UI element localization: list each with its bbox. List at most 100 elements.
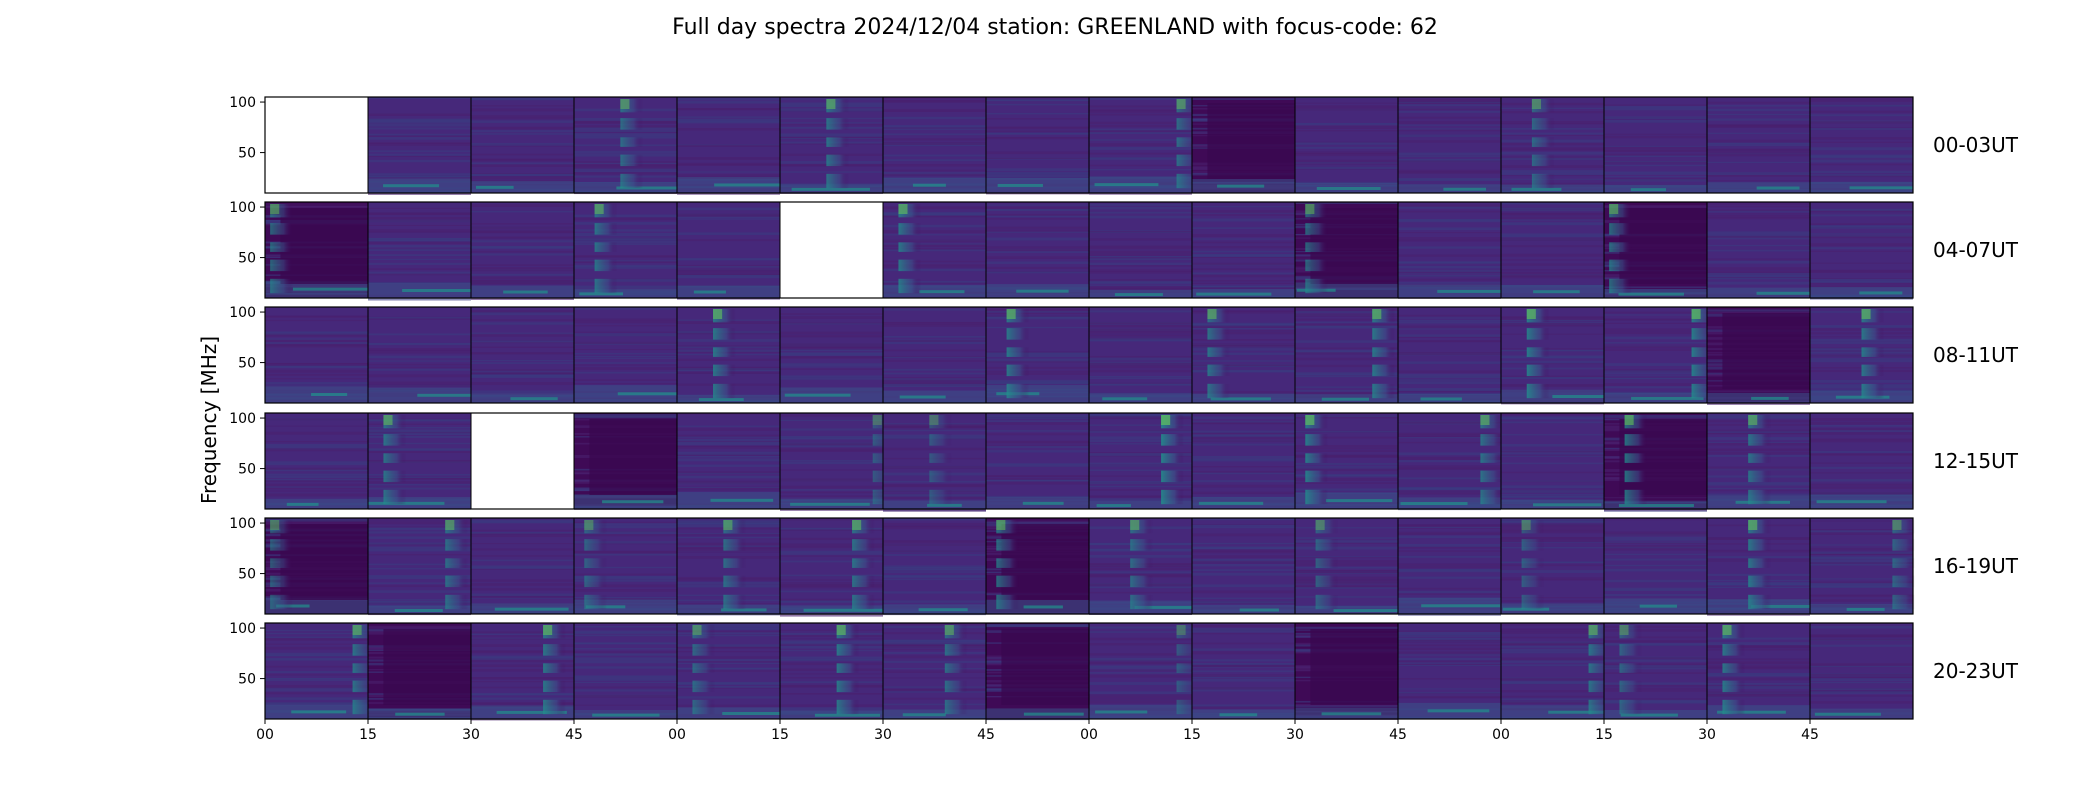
burst-segment — [826, 173, 850, 189]
burst-segment — [1624, 434, 1648, 446]
noise-line — [1707, 658, 1810, 661]
noise-line — [1501, 664, 1604, 667]
noise-line — [1501, 434, 1604, 436]
noise-line — [1192, 436, 1295, 440]
noise-line — [1604, 372, 1707, 374]
noise-line — [677, 122, 780, 124]
noise-line — [471, 127, 574, 130]
burst-segment — [445, 558, 468, 568]
noise-line — [1604, 640, 1707, 643]
noise-line — [1398, 663, 1501, 666]
noise-line — [1295, 347, 1398, 350]
noise-line — [1604, 336, 1707, 340]
burst-segment — [584, 594, 607, 610]
noise-line — [1295, 181, 1398, 185]
noise-line — [1604, 119, 1707, 123]
panel-20-23UT-15 — [1809, 622, 1914, 720]
noise-line — [883, 632, 986, 635]
noise-line — [574, 172, 677, 175]
burst-segment — [1161, 470, 1184, 483]
noise-line — [677, 436, 780, 438]
noise-line — [1604, 205, 1707, 208]
noise-line — [1192, 670, 1295, 673]
noise-line — [677, 626, 780, 630]
noise-line — [471, 382, 574, 386]
noise-line — [1810, 285, 1913, 288]
noise-line — [265, 332, 368, 335]
noise-line — [1192, 325, 1295, 328]
noise-line — [883, 239, 986, 243]
noise-line — [986, 463, 1089, 465]
noise-line — [986, 117, 1089, 120]
noise-line — [1810, 110, 1913, 113]
noise-line — [1295, 146, 1398, 149]
noise-line — [574, 371, 677, 374]
burst-segment — [584, 539, 607, 551]
noise-line — [883, 670, 986, 673]
noise-line — [1604, 179, 1707, 182]
panel-20-23UT-1 — [367, 622, 472, 720]
noise-line — [883, 243, 986, 245]
noise-line — [1604, 318, 1707, 321]
noise-line — [574, 278, 677, 282]
burst-peak — [1526, 309, 1536, 319]
noise-line — [265, 473, 368, 476]
noise-line — [1604, 133, 1707, 135]
noise-line — [1192, 279, 1295, 282]
panel-12-15UT-8 — [1088, 412, 1193, 510]
noise-line — [883, 525, 986, 528]
noise-line — [1501, 677, 1604, 681]
noise-line — [1089, 255, 1192, 258]
noise-line — [1501, 493, 1604, 495]
panel-background — [368, 307, 471, 403]
noise-line — [986, 463, 1089, 467]
noise-line — [574, 634, 677, 637]
noise-line — [677, 207, 780, 211]
low-freq-line — [1198, 501, 1264, 505]
noise-line — [1501, 628, 1604, 630]
noise-line — [1295, 372, 1398, 376]
burst — [445, 519, 468, 610]
noise-line — [780, 632, 883, 636]
noise-line — [780, 574, 883, 577]
burst-segment — [594, 278, 618, 294]
burst-segment — [1207, 364, 1231, 377]
low-freq-line — [899, 395, 946, 399]
noise-line — [1810, 247, 1913, 250]
noise-line — [677, 458, 780, 462]
noise-line — [986, 206, 1089, 210]
noise-line — [780, 363, 883, 367]
noise-line — [1089, 355, 1192, 359]
noise-line — [368, 224, 471, 227]
noise-line — [1707, 482, 1810, 485]
low-freq-line — [1717, 710, 1786, 714]
noise-line — [780, 377, 883, 380]
noise-line — [1707, 217, 1810, 220]
panel-background — [1398, 97, 1501, 193]
panel-background — [471, 307, 574, 403]
noise-line — [1810, 99, 1913, 102]
burst-segment — [1609, 242, 1632, 252]
noise-line — [1604, 417, 1707, 420]
noise-line — [265, 382, 368, 385]
noise-line — [1501, 237, 1604, 241]
noise-line — [1707, 270, 1810, 273]
noise-line — [1501, 413, 1604, 416]
noise-line — [1501, 450, 1604, 453]
missing-panel — [264, 96, 369, 194]
burst-segment — [944, 680, 968, 693]
noise-line — [677, 164, 780, 166]
low-freq-line — [311, 392, 348, 396]
burst-segment — [826, 137, 850, 147]
noise-line — [1707, 662, 1810, 665]
burst-segment — [1619, 680, 1643, 693]
noise-line — [574, 255, 677, 258]
noise-line — [265, 365, 368, 369]
noise-line — [1810, 431, 1913, 435]
noise-line — [780, 546, 883, 549]
noise-line — [1192, 331, 1295, 335]
burst — [543, 624, 566, 715]
noise-line — [986, 414, 1089, 418]
noise-line — [368, 423, 471, 425]
